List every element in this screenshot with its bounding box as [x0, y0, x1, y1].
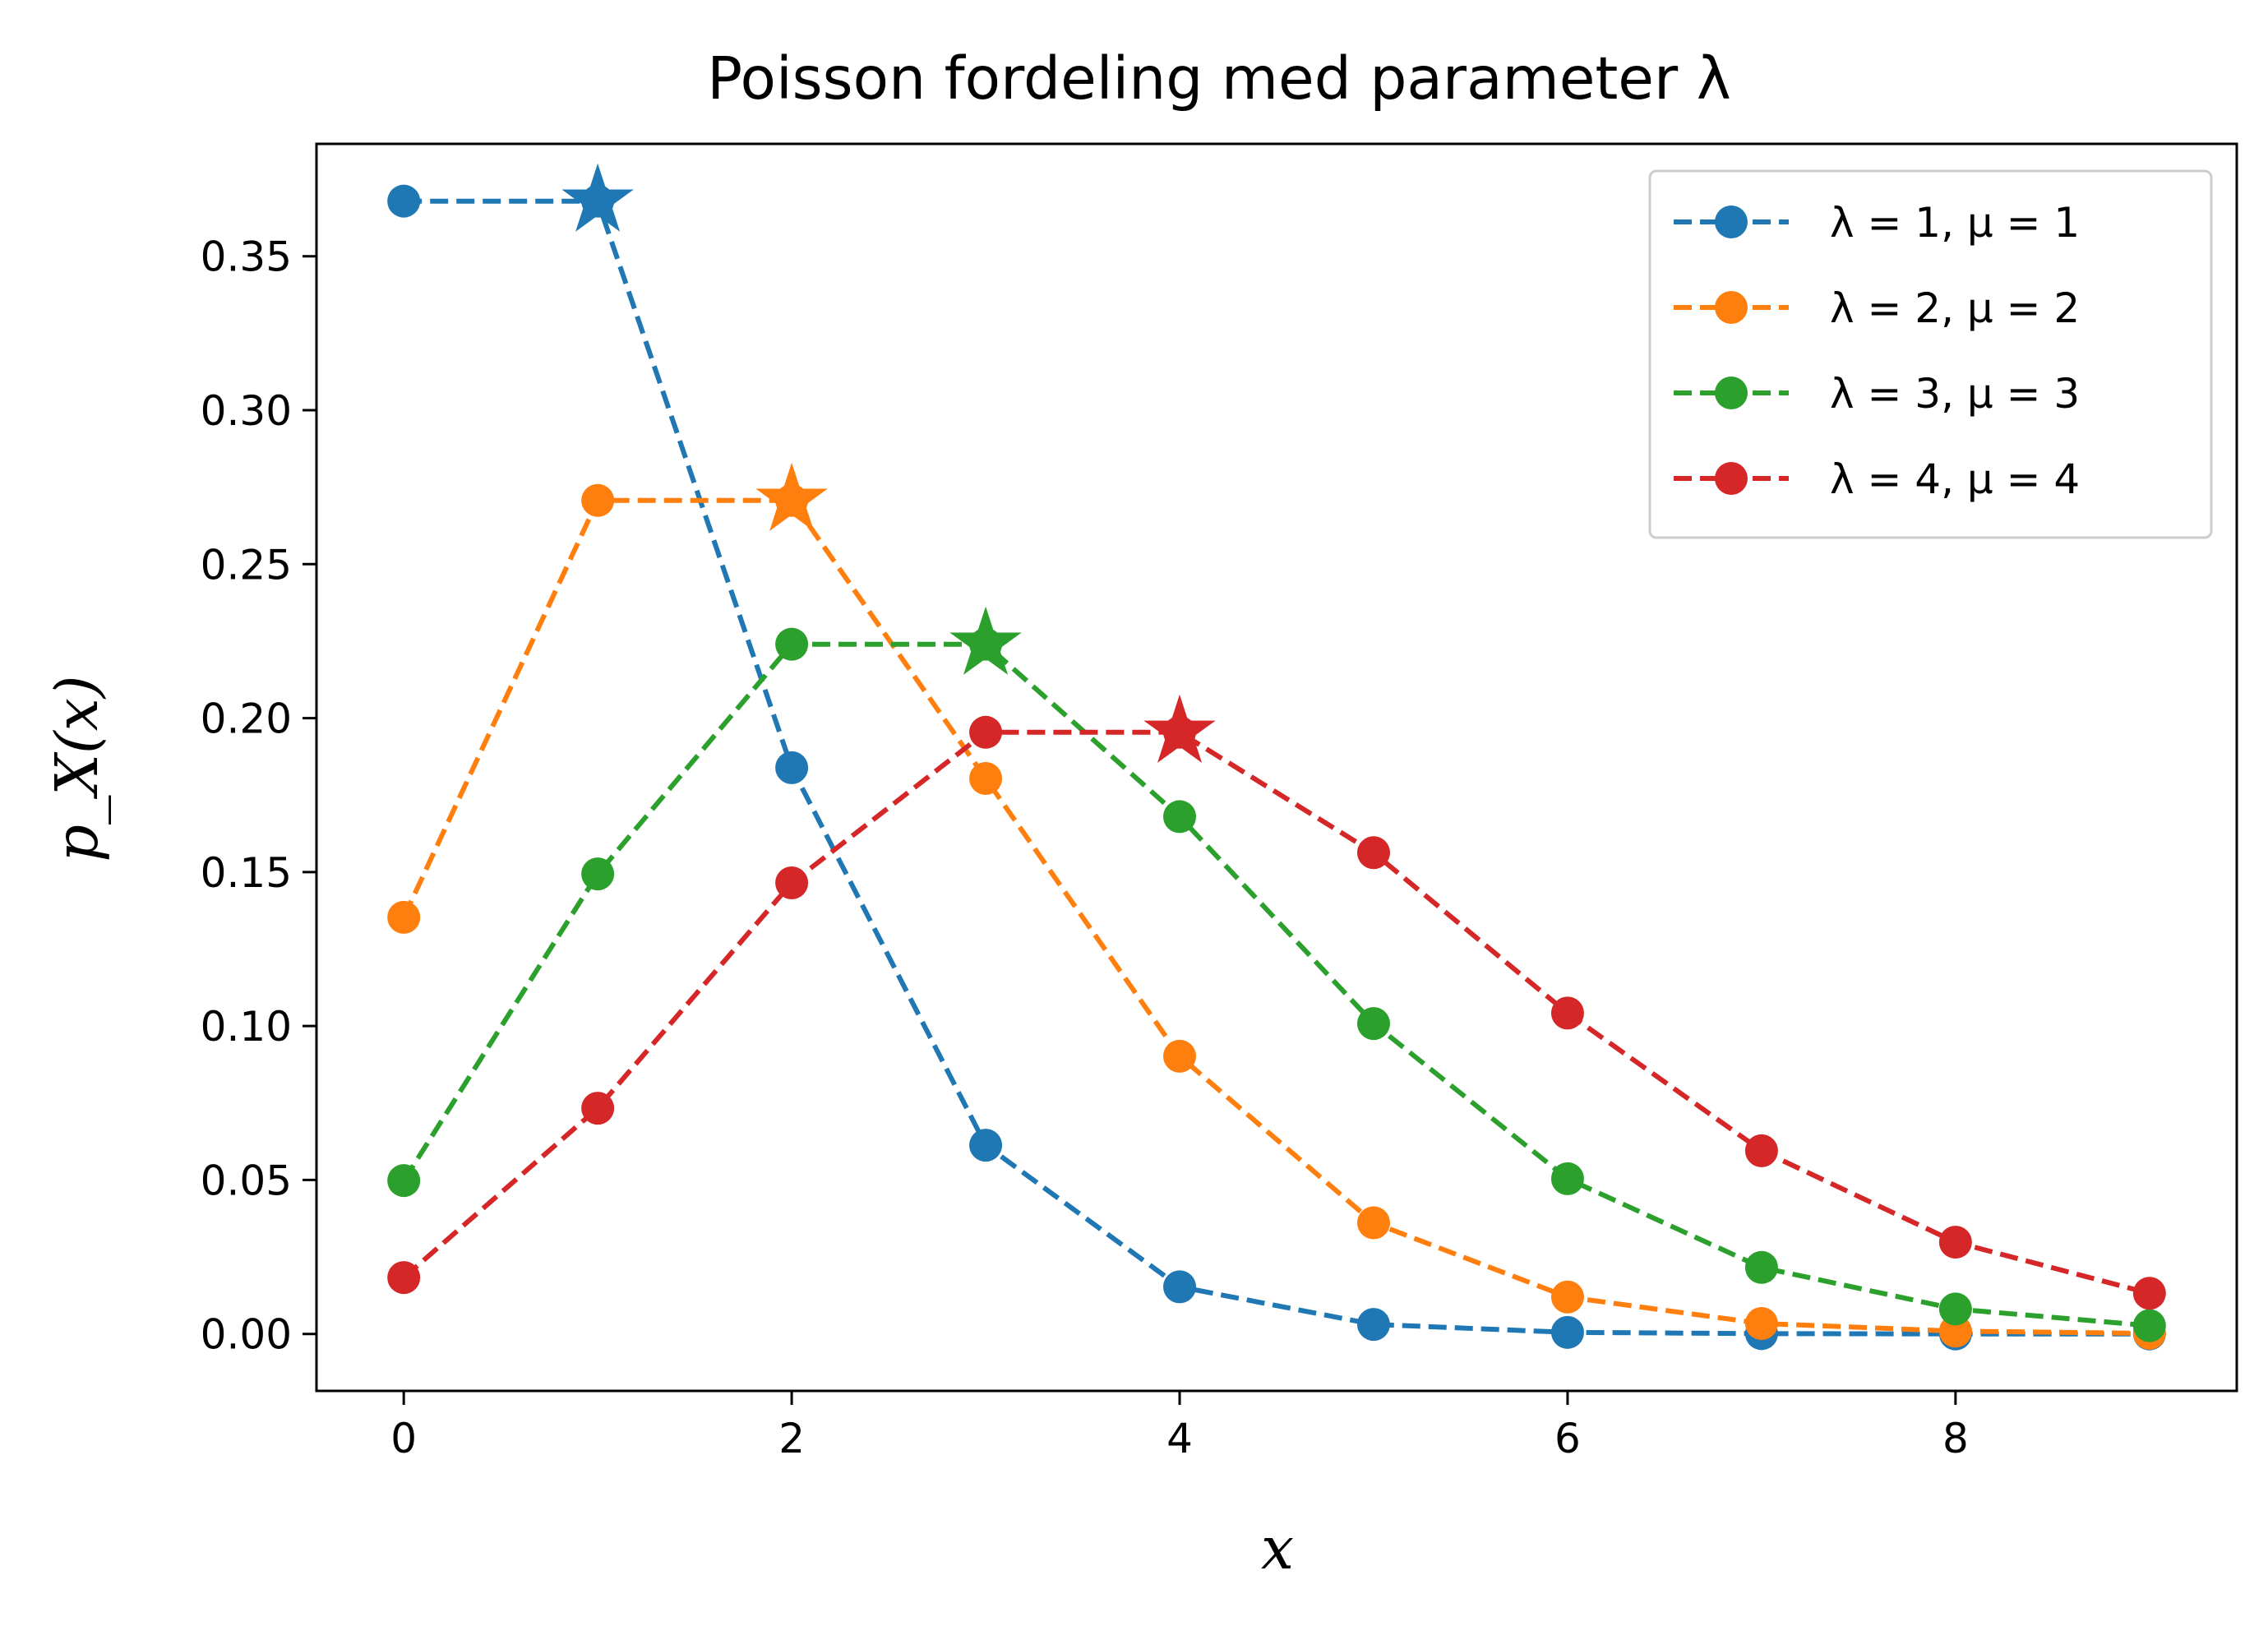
legend-marker [1715, 376, 1748, 409]
data-point [1356, 836, 1390, 870]
legend-marker [1715, 291, 1748, 324]
y-tick-label: 0.30 [201, 387, 292, 435]
data-point [2132, 1277, 2166, 1310]
x-tick-label: 0 [390, 1415, 417, 1462]
data-point [1744, 1250, 1778, 1284]
data-point [387, 1164, 421, 1198]
data-point [1550, 1280, 1584, 1314]
y-axis-label-group: p_X(x) [43, 676, 111, 862]
axis-ticks: 0 2 4 6 8 0.00 0.05 0.10 0.15 0.20 0.25 0.30 0.35 [201, 233, 1969, 1462]
data-point [1356, 1206, 1390, 1240]
chart-title: Poisson fordeling med parameter λ [707, 44, 1731, 113]
legend-marker [1715, 462, 1748, 495]
axes-frame [315, 142, 2238, 1393]
x-axis-label: x [1261, 1514, 1294, 1582]
y-tick-label: 0.35 [201, 233, 292, 281]
legend-label: λ = 3, μ = 3 [1830, 370, 2080, 418]
data-point [1938, 1226, 1972, 1259]
data-point [581, 483, 615, 517]
data-point [387, 1261, 421, 1295]
y-axis-label: p_X(x) [43, 676, 111, 862]
data-point [581, 1092, 615, 1125]
legend-item: λ = 2, μ = 2 [1674, 284, 2080, 332]
x-tick-label: 6 [1554, 1415, 1581, 1462]
data-point [775, 751, 809, 784]
y-tick-label: 0.15 [201, 849, 292, 897]
data-point [1163, 800, 1197, 834]
legend-item: λ = 4, μ = 4 [1674, 455, 2080, 503]
data-point [1938, 1292, 1972, 1326]
x-tick-label: 2 [778, 1415, 805, 1462]
mode-star-marker [755, 462, 828, 531]
legend: λ = 1, μ = 1 λ = 2, μ = 2 λ = 3, μ = 3 λ = … [1648, 169, 2213, 539]
legend-label: λ = 4, μ = 4 [1830, 455, 2080, 503]
data-point [969, 761, 1003, 795]
legend-frame [1648, 169, 2213, 539]
data-point [1550, 996, 1584, 1030]
data-point [387, 184, 421, 218]
data-point [2132, 1309, 2166, 1342]
series-line [401, 641, 2150, 1328]
plot-content [387, 163, 2166, 1351]
data-point [1163, 1039, 1197, 1073]
mode-star-marker [949, 606, 1022, 675]
data-point [969, 715, 1003, 749]
x-tick-label: 4 [1166, 1415, 1193, 1462]
data-point [775, 627, 809, 661]
data-point [1744, 1134, 1778, 1167]
series-3 [387, 606, 2166, 1342]
mode-star-marker [561, 163, 634, 232]
legend-item: λ = 3, μ = 3 [1674, 370, 2080, 418]
data-point [775, 866, 809, 899]
data-point [969, 1129, 1003, 1162]
legend-marker [1715, 206, 1748, 238]
data-point [1356, 1007, 1390, 1041]
y-tick-label: 0.20 [201, 695, 292, 743]
data-point [1550, 1315, 1584, 1349]
series-line [401, 497, 2150, 1336]
x-tick-label: 8 [1942, 1415, 1969, 1462]
data-point [387, 900, 421, 934]
data-point [1744, 1306, 1778, 1340]
series-line [404, 198, 2150, 1337]
y-tick-label: 0.00 [201, 1311, 292, 1359]
legend-item: λ = 1, μ = 1 [1674, 199, 2080, 247]
series-line [402, 729, 2150, 1296]
legend-label: λ = 2, μ = 2 [1830, 284, 2080, 332]
series-4 [387, 694, 2166, 1310]
y-tick-label: 0.25 [201, 541, 292, 589]
data-point [1356, 1308, 1390, 1342]
data-point [581, 857, 615, 891]
legend-label: λ = 1, μ = 1 [1830, 199, 2080, 247]
data-point [1550, 1162, 1584, 1195]
data-point [1163, 1270, 1197, 1304]
y-tick-label: 0.10 [201, 1003, 292, 1051]
y-tick-label: 0.05 [201, 1157, 292, 1204]
mode-star-marker [1143, 694, 1216, 763]
